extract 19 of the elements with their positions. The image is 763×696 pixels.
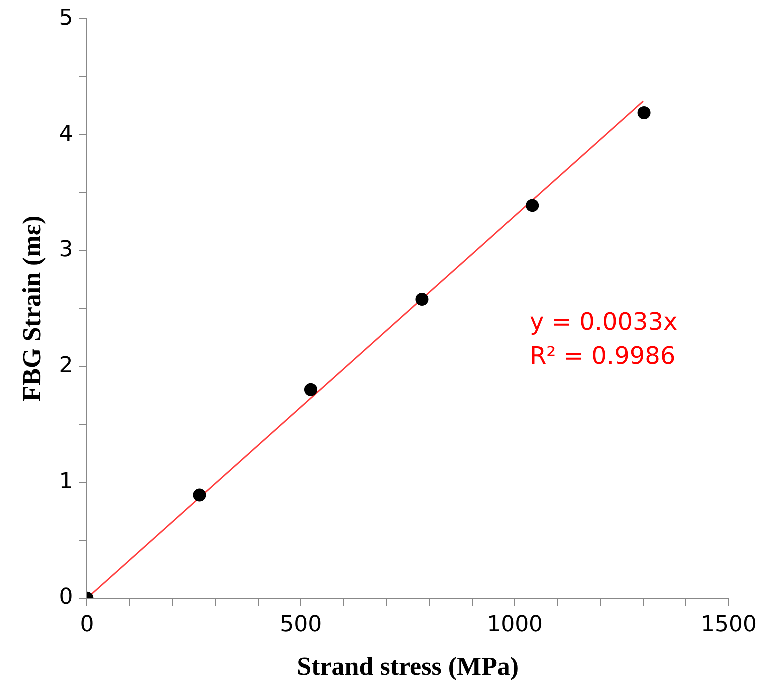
point [193,488,206,502]
point [526,199,540,212]
y-tick-label: 2 [59,353,74,378]
annotation: R² = 0.9986 [530,341,677,372]
x-tick-label: 500 [280,612,322,638]
y-tick-label: 4 [59,122,74,147]
point [416,293,429,306]
x-axis-title: Strand stress (MPa) [297,652,520,682]
x-tick-label: 1500 [701,612,758,638]
annotation: y = 0.0033x [530,307,678,338]
y-tick-label: 0 [59,585,74,610]
x-tick-label: 1000 [487,612,544,638]
y-tick-label: 3 [59,238,74,263]
y-tick-label: 1 [59,469,74,494]
point [304,383,318,396]
point [638,106,651,120]
y-tick-label: 5 [59,6,74,31]
x-tick-label: 0 [80,612,94,638]
y-axis-title: FBG Strain (mε) [17,216,46,402]
